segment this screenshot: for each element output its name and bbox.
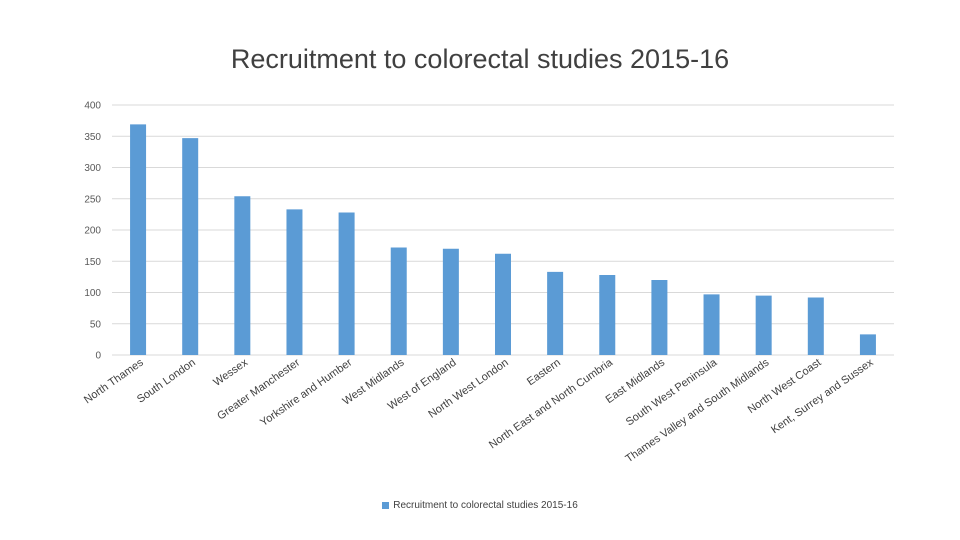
y-tick-label: 250 — [84, 194, 101, 205]
bar — [338, 212, 355, 355]
bar — [286, 209, 303, 355]
x-category-label: Wessex — [211, 356, 250, 388]
x-category-label: Eastern — [525, 357, 563, 389]
bar — [807, 297, 824, 355]
y-tick-label: 0 — [95, 351, 101, 362]
bar — [390, 247, 407, 355]
y-tick-label: 50 — [90, 319, 102, 330]
y-tick-label: 300 — [84, 163, 101, 174]
y-tick-label: 200 — [84, 226, 101, 237]
chart-title: Recruitment to colorectal studies 2015-1… — [230, 44, 730, 74]
bar — [547, 271, 564, 355]
bar — [442, 248, 459, 355]
bar — [130, 124, 147, 355]
bar — [234, 196, 251, 355]
y-axis-ticks: 0 50 100 150 200 250 300 350 400 — [84, 101, 101, 362]
legend-swatch — [382, 501, 390, 509]
x-category-label: South London — [135, 357, 198, 406]
legend: Recruitment to colorectal studies 2015-1… — [0, 500, 960, 511]
y-tick-label: 400 — [84, 101, 101, 112]
x-category-label: South West Peninsula — [624, 356, 720, 428]
bar — [599, 275, 616, 355]
bar — [859, 334, 876, 355]
bar — [182, 138, 199, 355]
bar — [755, 295, 772, 355]
bars — [130, 124, 876, 355]
y-tick-label: 100 — [84, 288, 101, 299]
y-tick-label: 150 — [84, 257, 101, 268]
x-category-label: Kent, Surrey and Sussex — [769, 356, 876, 436]
x-category-label: Yorkshire and Humber — [258, 356, 354, 429]
bar — [495, 253, 511, 355]
y-tick-label: 350 — [84, 132, 101, 143]
bar — [651, 280, 668, 355]
legend-label: Recruitment to colorectal studies 2015-1… — [393, 500, 578, 511]
bar — [703, 294, 720, 355]
